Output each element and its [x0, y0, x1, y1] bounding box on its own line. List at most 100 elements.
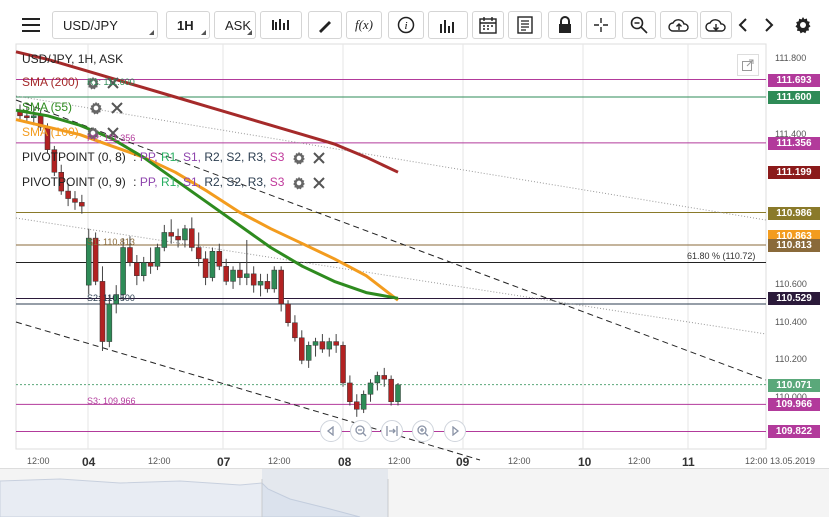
info-button[interactable]: i [388, 11, 424, 39]
settings-gear-icon[interactable] [292, 151, 306, 165]
candle-body [285, 303, 291, 323]
price-side-selector[interactable]: ASK [214, 11, 256, 39]
x-tick-label: 12:00 [268, 456, 291, 466]
candle-body [347, 382, 353, 403]
candle-body [195, 247, 202, 260]
candle-body [154, 247, 161, 267]
draw-button[interactable] [308, 11, 342, 39]
legend-pivot-9-label: PIVOTPOINT (0, 9) [22, 175, 126, 189]
candle-body [182, 228, 188, 241]
candle-body [58, 172, 64, 192]
price-tag: 110.529 [768, 292, 820, 306]
toolbar: USD/JPY 1H ASK f(x) i [0, 0, 829, 54]
settings-gear-icon[interactable] [292, 176, 306, 190]
pivot-param: S2, [226, 175, 248, 189]
download-button[interactable] [700, 11, 732, 39]
scroll-back-button[interactable] [320, 420, 342, 442]
candle-body [202, 258, 209, 278]
navigator-strip[interactable] [0, 468, 829, 517]
price-tag: 110.813 [768, 239, 820, 253]
crosshair-button[interactable] [586, 11, 616, 39]
scroll-left-button[interactable] [732, 11, 754, 39]
x-tick-label: 10 [578, 455, 592, 469]
candle-body [134, 262, 140, 276]
candle-body [395, 384, 401, 403]
function-button[interactable]: f(x) [346, 11, 382, 39]
legend-pivotpoint-8[interactable]: PIVOTPOINT (0, 8) : PP, R1, S1, R2, S2, … [22, 150, 325, 165]
dotted-trend-line [15, 217, 767, 335]
expand-button[interactable] [737, 54, 759, 76]
zoom-out-icon [355, 425, 367, 437]
candle-body [360, 393, 367, 410]
legend-pivotpoint-9[interactable]: PIVOTPOINT (0, 9) : PP, R1, S1, R2, S2, … [22, 175, 325, 190]
scroll-right-button[interactable] [758, 11, 780, 39]
legend-sma-100[interactable]: SMA (100) [22, 125, 120, 140]
candle-body [244, 273, 250, 278]
close-icon[interactable] [107, 77, 120, 89]
timeframe-label: 1H [177, 17, 194, 33]
chart-type-button[interactable] [260, 11, 302, 39]
candle-body [189, 228, 195, 248]
calendar-button[interactable] [472, 11, 504, 39]
zoom-out-button[interactable] [350, 420, 372, 442]
timeframe-selector[interactable]: 1H [166, 11, 210, 39]
calendar-icon [479, 17, 497, 34]
settings-gear-icon [795, 17, 811, 34]
pivot-param: PP, [139, 175, 161, 189]
settings-gear-icon[interactable] [86, 126, 100, 140]
pivot-param: R2, [204, 150, 227, 164]
legend-sma-55[interactable]: SMA (55) [22, 100, 123, 115]
candle-body [388, 378, 394, 403]
candle-body [161, 232, 168, 248]
settings-gear-icon[interactable] [89, 101, 103, 115]
menu-button[interactable] [14, 11, 48, 39]
candle-body [30, 115, 37, 118]
legend-sma-100-label: SMA (100) [22, 125, 79, 139]
close-icon[interactable] [110, 102, 123, 114]
candle-body [237, 269, 243, 278]
scroll-forward-button[interactable] [444, 420, 466, 442]
volume-button[interactable] [428, 11, 468, 39]
symbol-selector[interactable]: USD/JPY [52, 11, 158, 39]
pivot-param: S1, [182, 175, 205, 189]
volume-icon [440, 20, 454, 33]
candle-body [292, 322, 298, 339]
close-icon[interactable] [313, 177, 325, 189]
close-icon[interactable] [107, 127, 120, 139]
info-icon: i [397, 16, 415, 34]
close-icon[interactable] [313, 152, 325, 164]
legend-sma-200[interactable]: SMA (200) [22, 75, 120, 90]
settings-button[interactable] [790, 11, 816, 39]
upload-cloud-icon [668, 19, 689, 32]
lock-icon [559, 16, 571, 33]
upload-button[interactable] [660, 11, 698, 39]
y-tick-label: 110.000 [775, 392, 807, 402]
download-cloud-icon [705, 19, 726, 32]
zoom-button[interactable] [622, 11, 656, 39]
news-button[interactable] [508, 11, 542, 39]
reset-icon [386, 426, 398, 436]
pivot-param: S3 [269, 175, 285, 189]
x-tick-label: 12:00 [388, 456, 411, 466]
pivot-param: S3 [269, 150, 285, 164]
candle-body [333, 341, 339, 346]
zoom-in-button[interactable] [412, 420, 434, 442]
x-tick-label: 13.05.2019 [770, 456, 816, 466]
x-tick-label: 04 [82, 455, 96, 469]
candle-body [271, 269, 278, 290]
r1-annotation: R1: 111.600 [87, 77, 135, 87]
pivot-param: R3, [247, 175, 270, 189]
price-tag: 111.199 [768, 166, 820, 180]
pivot-param: R1, [160, 175, 183, 189]
y-tick-label: 110.400 [775, 316, 807, 327]
sma-55-line [15, 108, 399, 300]
legend-sma-55-label: SMA (55) [22, 100, 73, 114]
candle-body [381, 375, 388, 380]
candle-body [340, 345, 346, 384]
candle-body [223, 266, 229, 282]
settings-gear-icon[interactable] [86, 76, 100, 90]
lock-button[interactable] [548, 11, 582, 39]
zoom-icon [630, 16, 648, 34]
reset-view-button[interactable] [381, 420, 403, 442]
